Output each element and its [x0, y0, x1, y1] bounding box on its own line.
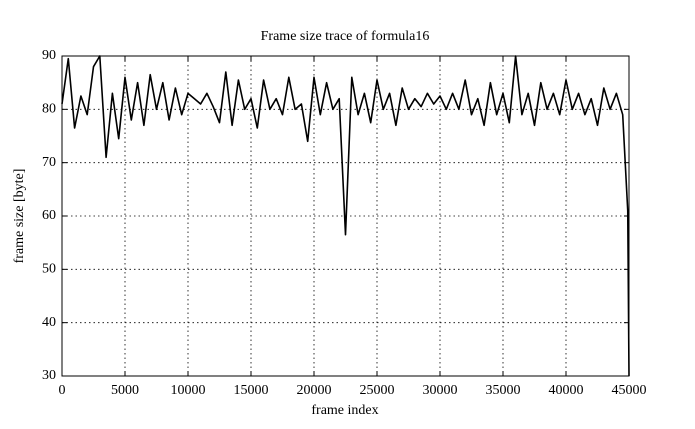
y-tick-label: 70: [42, 155, 56, 170]
x-tick-label: 20000: [297, 383, 332, 398]
y-tick-label: 50: [42, 262, 56, 277]
x-tick-label: 40000: [549, 383, 584, 398]
x-tick-label: 35000: [486, 383, 521, 398]
x-axis-label: frame index: [311, 403, 378, 418]
y-axis-label: frame size [byte]: [12, 169, 27, 264]
y-tick-label: 30: [42, 368, 56, 383]
y-tick-label: 40: [42, 315, 56, 330]
y-tick-label: 60: [42, 208, 56, 223]
y-tick-label: 90: [42, 48, 56, 63]
x-tick-label: 30000: [423, 383, 458, 398]
x-tick-label: 5000: [111, 383, 139, 398]
x-tick-label: 10000: [171, 383, 206, 398]
x-tick-label: 25000: [360, 383, 395, 398]
x-tick-label: 45000: [612, 383, 647, 398]
x-tick-label: 15000: [234, 383, 269, 398]
y-tick-label: 80: [42, 102, 56, 117]
data-line: [61, 55, 630, 377]
x-tick-label: 0: [59, 383, 66, 398]
chart-title: Frame size trace of formula16: [261, 29, 430, 44]
